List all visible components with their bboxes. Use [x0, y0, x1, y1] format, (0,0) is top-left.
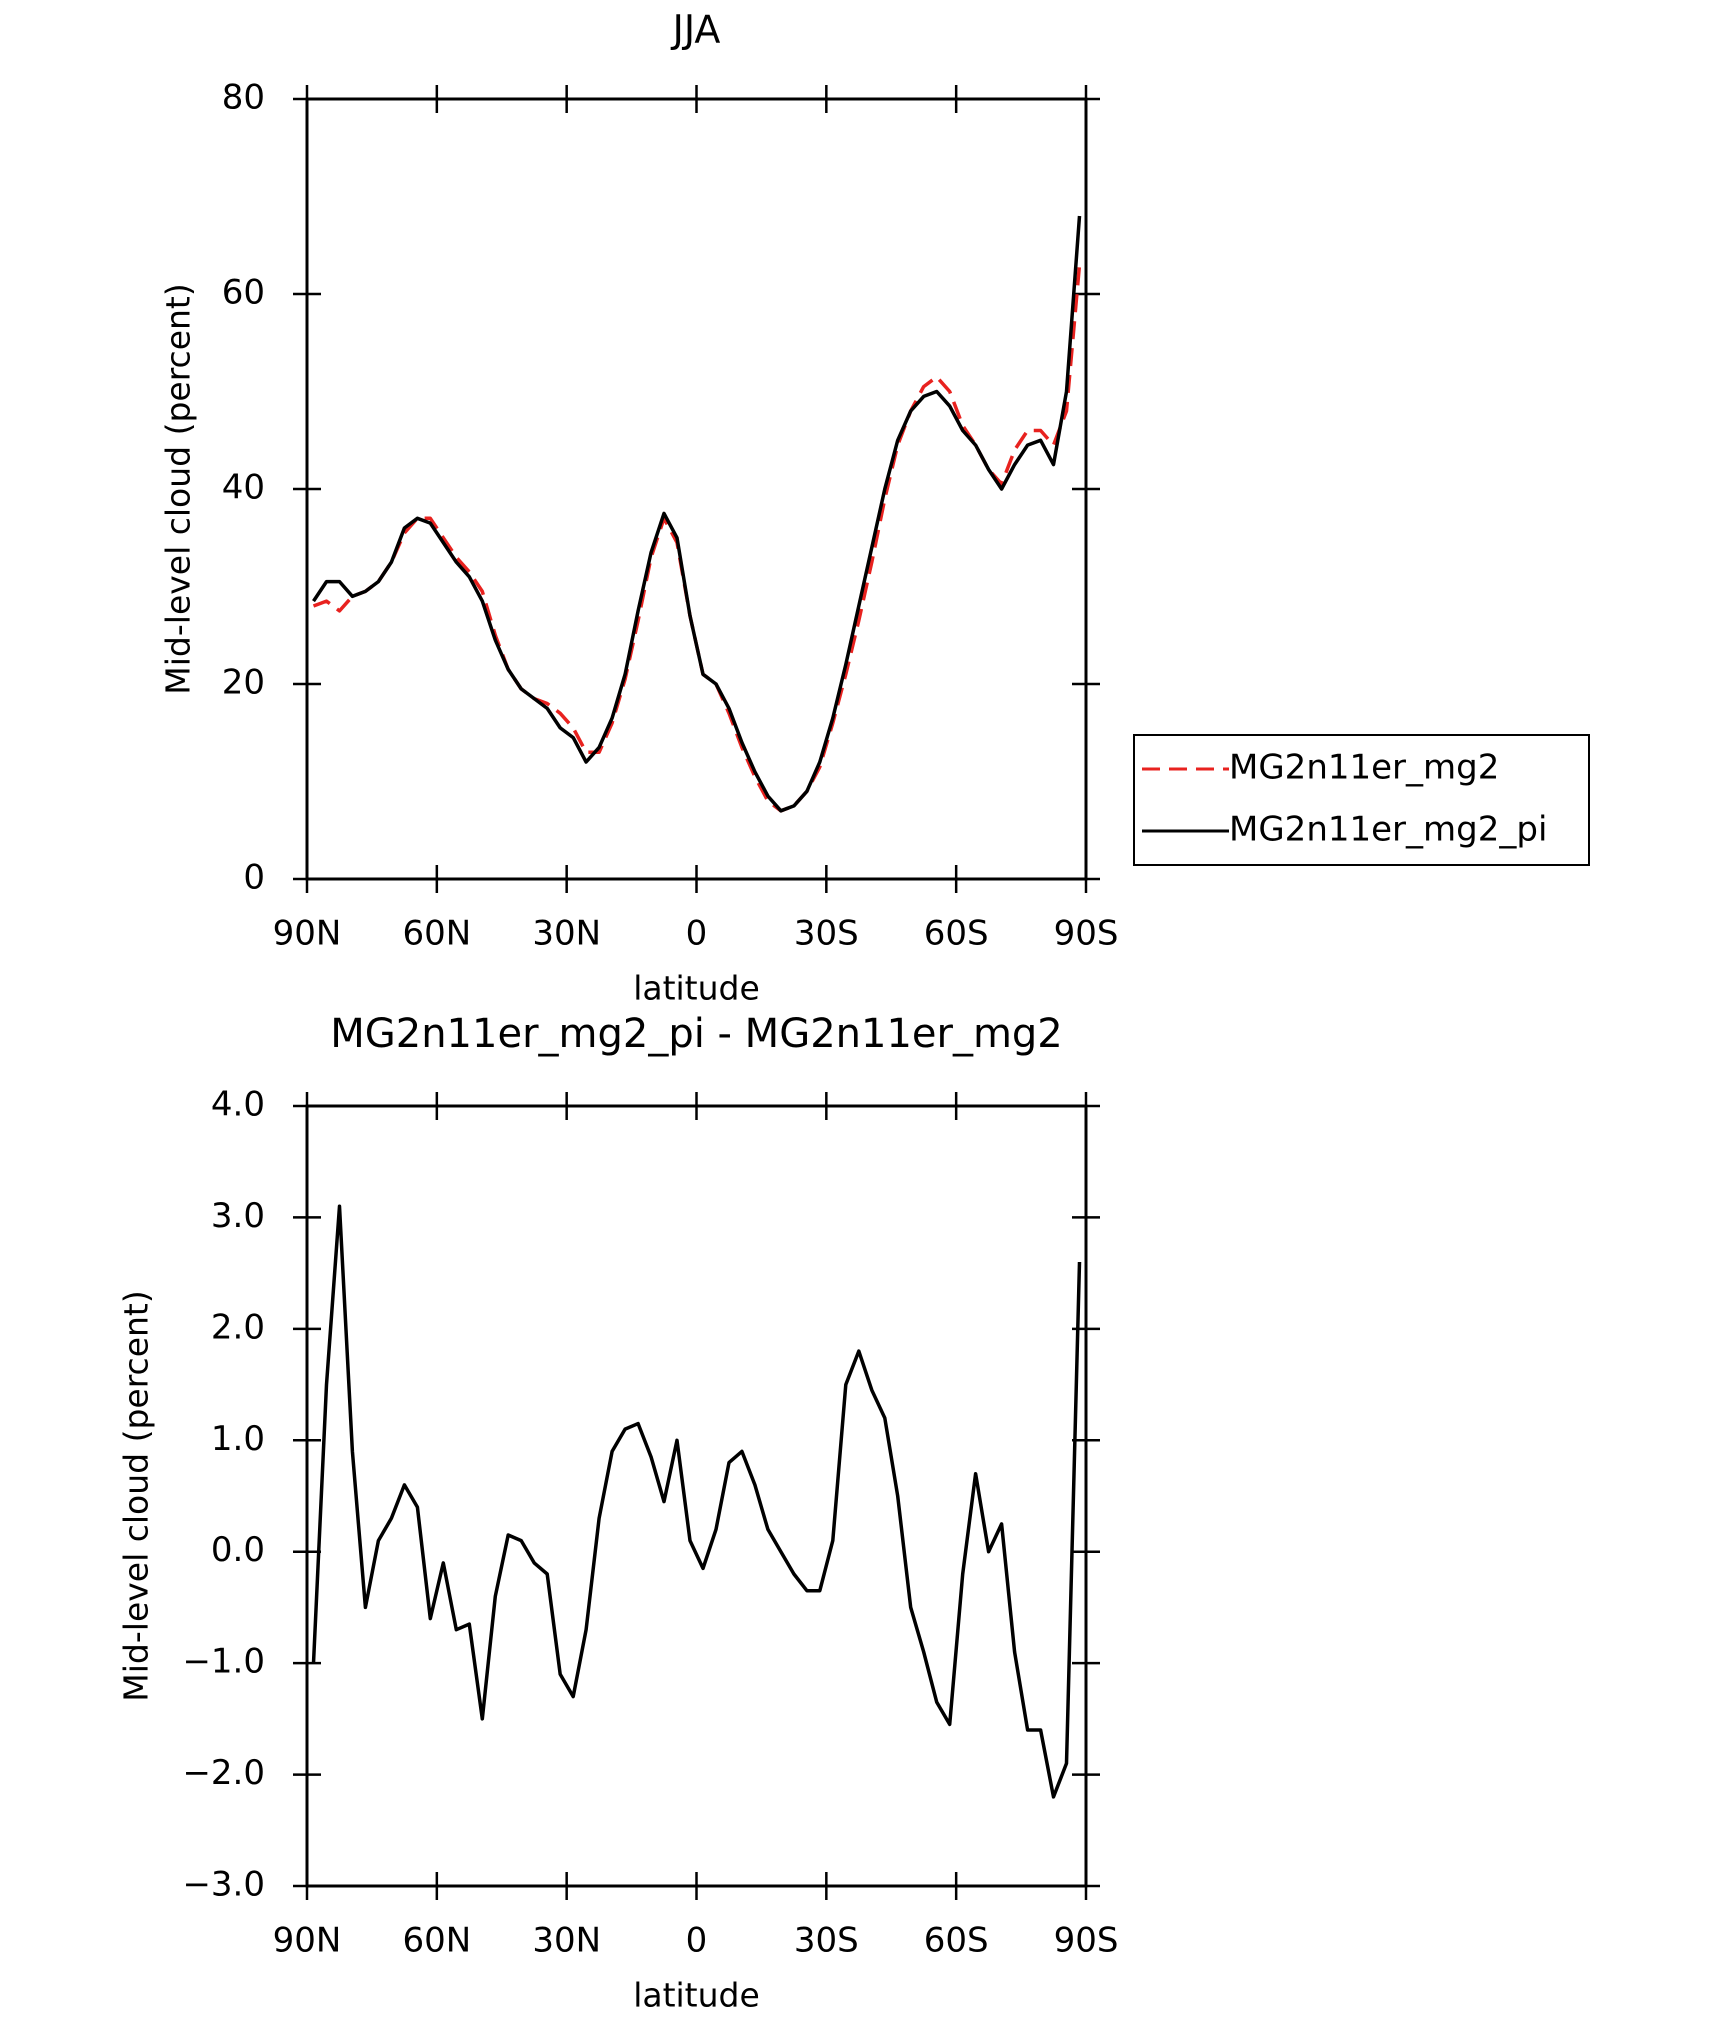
legend-label: MG2n11er_mg2_pi: [1229, 810, 1547, 850]
x-tick-label: 90S: [1054, 914, 1119, 954]
x-tick-label: 90N: [273, 1921, 342, 1961]
x-tick-label: 30S: [794, 1921, 859, 1961]
x-tick-label: 90S: [1054, 1921, 1119, 1961]
y-tick-label: 4.0: [211, 1085, 265, 1125]
x-tick-label: 90N: [273, 914, 342, 954]
x-axis-label: latitude: [633, 969, 760, 1008]
chart-title: MG2n11er_mg2_pi - MG2n11er_mg2: [330, 1011, 1063, 1057]
x-axis-label: latitude: [633, 1976, 760, 2015]
series-line: [312, 215, 1082, 813]
y-tick-label: 1.0: [211, 1419, 265, 1459]
x-tick-label: 30N: [532, 1921, 601, 1961]
plot-frame: [305, 97, 1088, 881]
y-tick-label: 20: [222, 663, 265, 703]
y-tick-label: 80: [222, 78, 265, 118]
y-axis-label: Mid-level cloud (percent): [159, 283, 198, 694]
y-axis-label: Mid-level cloud (percent): [117, 1290, 156, 1701]
legend-box: [1133, 734, 1590, 866]
y-tick-label: 2.0: [211, 1307, 265, 1347]
series-line: [311, 1204, 1082, 1799]
y-tick-label: −3.0: [182, 1865, 265, 1905]
x-tick-label: 0: [686, 1921, 708, 1961]
y-tick-label: 40: [222, 468, 265, 508]
x-tick-label: 60N: [402, 914, 471, 954]
x-tick-label: 60N: [402, 1921, 471, 1961]
chart-title: JJA: [671, 8, 721, 52]
y-tick-label: 60: [222, 273, 265, 313]
y-tick-label: 3.0: [211, 1196, 265, 1236]
legend-label: MG2n11er_mg2: [1229, 748, 1499, 788]
y-tick-label: −1.0: [182, 1642, 265, 1682]
x-tick-label: 60S: [924, 914, 989, 954]
y-tick-label: 0: [243, 858, 265, 898]
x-tick-label: 0: [686, 914, 708, 954]
y-tick-label: −2.0: [182, 1753, 265, 1793]
x-tick-label: 30S: [794, 914, 859, 954]
x-tick-label: 30N: [532, 914, 601, 954]
plot-frame: [305, 1104, 1088, 1888]
x-tick-label: 60S: [924, 1921, 989, 1961]
y-tick-label: 0.0: [211, 1530, 265, 1570]
series-line: [312, 264, 1082, 813]
